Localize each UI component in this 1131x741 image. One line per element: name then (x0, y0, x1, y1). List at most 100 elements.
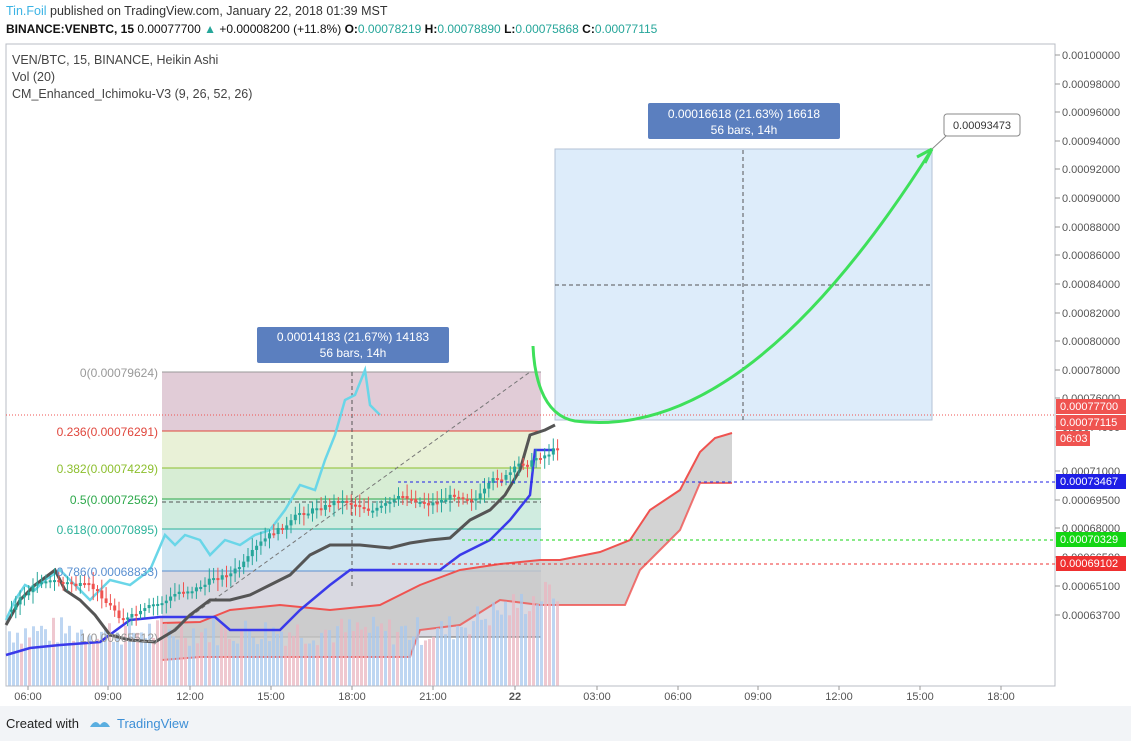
volume-bar (124, 625, 127, 686)
candle-body (371, 510, 375, 513)
volume-bar (372, 616, 375, 686)
candle-body (422, 501, 426, 504)
volume-bar (164, 623, 167, 686)
publish-info: Tin.Foil published on TradingView.com, J… (6, 4, 387, 18)
candle-body (366, 508, 370, 511)
candle-body (465, 498, 469, 501)
volume-bar (16, 632, 19, 686)
volume-bar (36, 631, 39, 686)
volume-bar (128, 617, 131, 686)
legend-volume[interactable]: Vol (20) (12, 70, 56, 84)
price-badge-text: 0.00077115 (1060, 417, 1117, 429)
price-tick-label: 0.00094000 (1062, 136, 1120, 148)
volume-bar (392, 644, 395, 686)
candle-body (96, 589, 99, 592)
candle-body (177, 591, 181, 595)
time-tick-label: 09:00 (744, 691, 772, 703)
price-tick-label: 0.00063700 (1062, 610, 1120, 622)
price-badge-text: 0.00073467 (1060, 476, 1118, 488)
candle-body (164, 600, 168, 604)
volume-bar (532, 596, 535, 686)
candle-body (130, 613, 134, 618)
measure-left-line2: 56 bars, 14h (320, 346, 387, 360)
candle-body (126, 617, 130, 620)
measure-label-left[interactable]: 0.00014183 (21.67%) 14183 56 bars, 14h (257, 327, 449, 363)
volume-bar (324, 629, 327, 686)
legend-series[interactable]: VEN/BTC, 15, BINANCE, Heikin Ashi (12, 53, 219, 67)
legend-indicator[interactable]: CM_Enhanced_Ichimoku-V3 (9, 26, 52, 26) (12, 87, 253, 101)
volume-bar (348, 619, 351, 686)
volume-bar (464, 627, 467, 686)
volume-bar (172, 636, 175, 686)
candle-body (250, 549, 254, 557)
time-tick-label: 12:00 (176, 691, 204, 703)
candle-body (513, 466, 517, 473)
volume-bar (184, 637, 187, 686)
volume-bar (168, 629, 171, 686)
candle-body (319, 508, 323, 511)
candle-body (186, 591, 190, 594)
created-with-text: Created with (6, 716, 79, 731)
candle-body (216, 578, 220, 581)
volume-bar (196, 643, 199, 686)
time-tick-label: 06:00 (14, 691, 42, 703)
time-tick-label: 12:00 (825, 691, 853, 703)
volume-bar (108, 623, 111, 686)
volume-bar (496, 610, 499, 686)
volume-bar (548, 584, 551, 686)
price-badge (1056, 431, 1090, 446)
volume-bar (428, 639, 431, 686)
candle-body (543, 455, 547, 459)
candle-body (74, 583, 78, 587)
volume-bar (212, 619, 215, 686)
price-badge (1056, 399, 1126, 414)
candle-body (100, 590, 104, 599)
volume-bar (440, 621, 443, 686)
price-tick-label: 0.00069500 (1062, 495, 1120, 507)
fib-label-05: 0.5(0.00072562) (70, 493, 158, 507)
volume-bar (504, 601, 507, 686)
candle-body (332, 500, 336, 506)
candle-body (435, 502, 439, 505)
measure-label-right[interactable]: 0.00016618 (21.63%) 16618 56 bars, 14h (648, 103, 840, 139)
volume-bar (524, 614, 527, 686)
candle-body (401, 495, 405, 498)
chart-canvas[interactable]: 0(0.00079624) 0.236(0.00076291) 0.382(0.… (0, 40, 1131, 706)
volume-bar (228, 639, 231, 686)
volume-bar (492, 602, 495, 686)
close-value: 0.00077115 (594, 22, 658, 36)
target-price-label: 0.00093473 (953, 120, 1011, 132)
candle-body (349, 502, 353, 505)
target-callout[interactable]: 0.00093473 (931, 113, 1021, 150)
candle-body (14, 604, 18, 610)
time-tick-label: 15:00 (906, 691, 934, 703)
volume-bar (396, 631, 399, 686)
volume-bar (408, 639, 411, 686)
volume-bar (376, 626, 379, 686)
volume-bar (456, 625, 459, 686)
chart-area[interactable]: 0(0.00079624) 0.236(0.00076291) 0.382(0.… (0, 40, 1131, 706)
candle-body (207, 578, 211, 585)
author-link[interactable]: Tin.Foil (6, 4, 47, 18)
volume-bar (356, 622, 359, 686)
time-axis[interactable]: 06:00 09:00 12:00 15:00 18:00 21:00 22 03:00 06:… (14, 686, 1015, 703)
volume-bar (48, 640, 51, 686)
candle-body (104, 598, 108, 603)
candle-body (323, 504, 327, 510)
time-tick-label: 06:00 (664, 691, 692, 703)
volume-bar (136, 632, 139, 686)
candle-body (134, 613, 138, 616)
candle-body (362, 507, 366, 510)
volume-bar (476, 606, 479, 686)
fib-trendline (161, 371, 531, 638)
tradingview-link[interactable]: TradingView (117, 716, 189, 731)
candle-body (272, 533, 276, 536)
volume-bar (252, 637, 255, 686)
volume-bar (56, 642, 59, 686)
volume-bar (284, 645, 287, 686)
candle-body (478, 493, 482, 499)
candle-body (78, 583, 82, 587)
projection-curve[interactable] (531, 148, 934, 425)
close-label: C: (582, 22, 595, 36)
volume-bar (248, 631, 251, 686)
